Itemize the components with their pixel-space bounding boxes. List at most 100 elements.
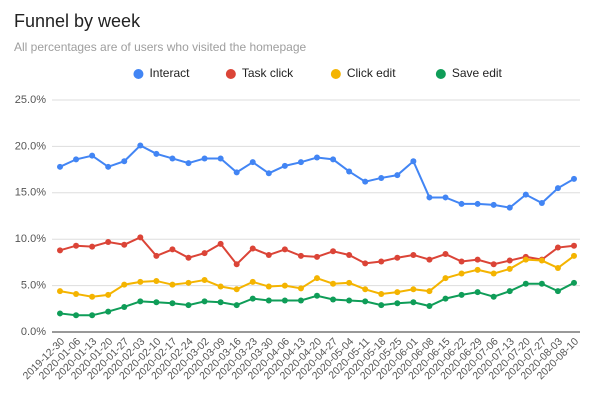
data-point [362,260,369,267]
data-point [137,278,144,285]
data-point [410,299,417,306]
data-point [538,280,545,287]
legend-label: Save edit [452,66,503,80]
y-tick-label: 10.0% [15,233,46,245]
data-point [378,290,385,297]
data-point [233,169,240,176]
data-point [265,297,272,304]
data-point [538,200,545,207]
data-point [249,159,256,166]
data-point [153,150,160,157]
data-point [201,155,208,162]
data-point [57,310,63,317]
data-point [185,279,192,286]
data-point [394,289,401,296]
data-point [137,298,144,305]
data-point [169,281,176,288]
data-point [522,191,529,198]
data-point [297,297,304,304]
data-point [330,248,337,255]
data-point [281,297,288,304]
data-point [571,175,577,182]
data-point [265,251,272,258]
data-point [201,277,208,284]
data-point [346,297,353,304]
data-point [474,256,481,263]
data-point [57,247,63,254]
data-point [169,246,176,253]
series-line [59,281,575,317]
data-point [73,290,80,297]
data-point [57,288,63,295]
chart-title: Funnel by week [14,11,141,31]
data-point [474,266,481,273]
data-point [121,303,128,310]
data-point [394,300,401,307]
data-point [458,258,465,265]
series-line [59,236,575,266]
data-point [201,250,208,257]
data-point [554,264,561,271]
data-point [217,283,224,290]
data-point [522,256,529,263]
data-point [490,201,497,208]
data-point [314,292,320,299]
legend-label: Interact [149,66,190,80]
legend-marker [330,69,341,79]
data-point [153,299,160,306]
data-point [249,295,256,302]
data-point [362,286,369,293]
data-point [394,254,401,261]
data-point [378,174,385,181]
data-point [378,302,385,309]
data-point [314,154,320,161]
data-point [233,286,240,293]
data-point [169,300,176,307]
data-point [346,168,353,175]
data-point [474,200,481,207]
data-point [105,238,112,245]
y-tick-label: 20.0% [15,140,46,152]
y-tick-label: 15.0% [15,187,46,199]
data-point [249,245,256,252]
data-point [281,162,288,169]
data-point [314,253,320,260]
data-point [474,289,481,296]
data-point [506,257,513,264]
data-point [426,288,433,295]
data-point [330,280,337,287]
data-point [217,299,224,306]
data-point [121,241,128,248]
data-point [217,240,224,247]
data-point [57,163,63,170]
data-point [185,302,192,309]
data-point [73,242,80,249]
data-point [442,251,449,258]
data-point [538,257,545,264]
data-point [554,244,561,251]
data-point [73,312,80,319]
data-point [426,303,433,310]
legend-marker [225,69,236,79]
data-point [153,252,160,259]
data-point [490,270,497,277]
data-point [281,246,288,253]
data-point [265,283,272,290]
y-tick-label: 5.0% [21,280,46,292]
data-point [233,302,240,309]
data-point [217,155,224,162]
data-point [506,204,513,211]
legend-marker [435,69,446,79]
data-point [442,194,449,201]
data-point [105,163,112,170]
data-point [265,170,272,177]
data-point [73,156,80,163]
data-point [346,251,353,258]
y-tick-label: 0.0% [21,326,46,338]
data-point [89,293,96,300]
chart-subtitle: All percentages are of users who visited… [14,40,306,54]
data-point [362,178,369,185]
data-point [137,142,144,149]
data-point [297,159,304,166]
